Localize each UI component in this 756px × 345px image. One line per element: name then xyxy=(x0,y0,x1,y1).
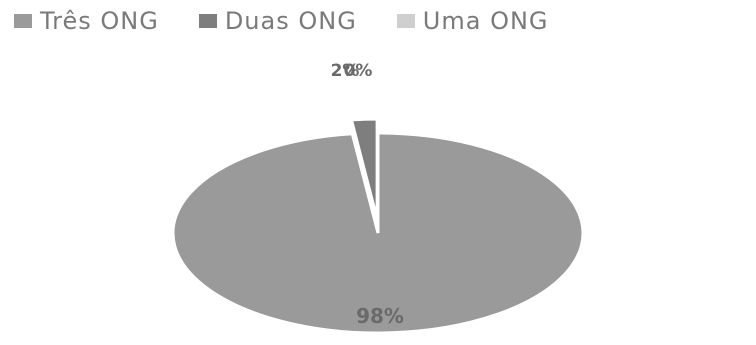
pie-slices xyxy=(171,117,585,335)
legend-swatch-tres-ong xyxy=(14,14,32,28)
legend-label-duas-ong: Duas ONG xyxy=(224,7,357,35)
legend-label-uma-ong: Uma ONG xyxy=(422,7,549,35)
legend-item-duas-ong: Duas ONG xyxy=(198,7,357,35)
chart-legend: Três ONG Duas ONG Uma ONG xyxy=(14,6,748,36)
data-label-duas-ong: 2% xyxy=(331,61,360,81)
pie-slice-duas-ong xyxy=(349,117,379,220)
legend-item-uma-ong: Uma ONG xyxy=(396,7,549,35)
legend-item-tres-ong: Três ONG xyxy=(14,7,159,35)
data-label-uma-ong: 0% xyxy=(344,61,373,81)
legend-label-tres-ong: Três ONG xyxy=(40,7,159,35)
pie-slice-tr-s-ong xyxy=(171,131,585,335)
legend-swatch-uma-ong xyxy=(396,14,415,28)
legend-swatch-duas-ong xyxy=(198,14,217,28)
data-label-tr-s-ong: 98% xyxy=(356,304,404,328)
pie-data-labels: 98% 2%0% xyxy=(331,61,404,328)
